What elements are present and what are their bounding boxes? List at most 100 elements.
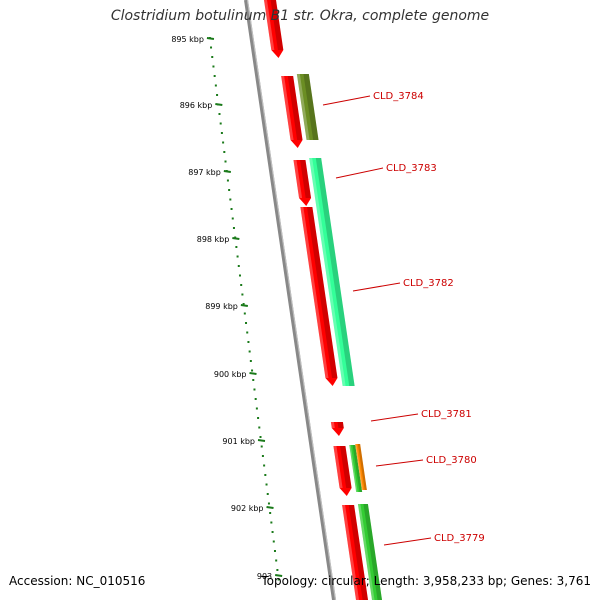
tick-label: 903	[257, 572, 272, 581]
tick-dot	[277, 578, 280, 581]
major-tick	[206, 37, 215, 40]
gene-label[interactable]: CLD_3784	[373, 91, 424, 102]
gene-feature-3780b-body	[355, 444, 367, 490]
topology-label: Topology: circular; Length: 3,958,233 bp…	[261, 574, 591, 588]
gene-leader-line	[370, 413, 419, 422]
tick-dot	[231, 217, 234, 220]
tick-dot	[272, 540, 275, 543]
gene-cds-3781-shade	[337, 422, 344, 428]
tick-dot	[261, 455, 264, 457]
tick-dot	[226, 179, 229, 182]
gene-label[interactable]: CLD_3780	[426, 455, 477, 466]
gene-label[interactable]: CLD_3781	[421, 409, 472, 420]
gene-cds-3782	[300, 207, 338, 386]
gene-label-layer: CLD_3784 CLD_3783 CLD_3782 CLD_3781 CLD_3780…	[322, 91, 485, 546]
tick-dot	[218, 113, 221, 115]
tick-dot	[254, 398, 257, 400]
accession-label: Accession: NC_010516	[9, 574, 146, 588]
tick-dot	[224, 160, 227, 163]
gene-label[interactable]: CLD_3782	[403, 278, 454, 289]
gene-label[interactable]: CLD_3783	[386, 163, 437, 174]
tick-dot	[210, 46, 213, 49]
gene-feature-3780-highlight	[349, 445, 358, 492]
gene-cds-top-shade	[270, 0, 284, 50]
gene-cds-3780-highlight	[333, 446, 343, 488]
tick-dot	[240, 284, 243, 286]
gene-cds-3782-highlight	[300, 207, 329, 378]
tick-dot	[245, 322, 248, 324]
gene-feature-3784-highlight	[296, 74, 310, 140]
gene-feature-3779-body	[357, 504, 383, 600]
tick-dot	[275, 559, 278, 562]
tick-label: 900 kbp	[214, 370, 247, 379]
tick-dot	[235, 246, 238, 248]
tick-dot	[270, 521, 273, 524]
tick-dot	[258, 426, 261, 429]
major-tick	[215, 103, 223, 106]
gene-cds-3779-highlight	[342, 505, 360, 600]
gene-cds-3780-body	[333, 446, 352, 496]
tick-dot	[251, 369, 254, 372]
backbone-line	[244, 0, 336, 601]
major-tick	[223, 170, 231, 173]
tick-dot	[265, 483, 268, 486]
tick-dot	[211, 56, 214, 58]
gene-cds-3781-body	[330, 422, 344, 436]
tick-dot	[271, 531, 274, 533]
gene-leader-line	[375, 459, 424, 467]
tick-label: 895 kbp	[171, 35, 204, 44]
tick-dot	[228, 189, 231, 191]
tick-dot	[222, 141, 225, 144]
gene-label[interactable]: CLD_3779	[434, 533, 485, 544]
gene-feature-3783	[309, 158, 355, 386]
tick-dot	[249, 360, 252, 362]
tick-dot	[247, 341, 250, 343]
gene-feature-3783-shade	[315, 158, 355, 386]
major-tick	[232, 237, 240, 240]
gene-feature-3779	[357, 504, 383, 600]
gene-feature-3780b-highlight	[355, 444, 364, 490]
gene-cds-3783a-highlight	[293, 160, 303, 198]
major-tick	[249, 372, 257, 375]
gene-feature-3780b-shade	[357, 444, 367, 490]
gene-cds-3784-body	[281, 76, 303, 148]
tick-dot	[212, 65, 215, 68]
tick-dot	[260, 445, 263, 448]
gene-leader-line	[352, 282, 401, 292]
gene-layer	[264, 0, 383, 600]
genome-title: Clostridium botulinum B1 str. Okra, comp…	[110, 8, 490, 24]
tick-layer: 895 kbp 896 kbp 897 kbp 898 kbp 899 kbp 900 k…	[171, 35, 283, 581]
gene-leader-line	[322, 95, 371, 106]
gene-feature-3780-body	[349, 445, 363, 492]
gene-leader-line	[335, 167, 384, 179]
tick-label: 901 kbp	[222, 437, 255, 446]
tick-dot	[223, 151, 226, 153]
tick-dot	[241, 293, 244, 296]
gene-cds-3782-shade	[306, 207, 338, 378]
gene-feature-3784	[296, 74, 319, 140]
gene-cds-top-highlight	[264, 0, 275, 50]
tick-label: 899 kbp	[205, 302, 238, 311]
tick-dot	[229, 198, 232, 201]
tick-dot	[232, 227, 235, 229]
backbone	[244, 0, 337, 601]
tick-dot	[213, 75, 216, 77]
tick-dot	[253, 388, 256, 391]
major-tick	[275, 574, 283, 577]
gene-cds-3779-body	[342, 505, 369, 600]
gene-feature-3779-shade	[363, 504, 383, 600]
tick-dot	[269, 512, 272, 514]
tick-dot	[273, 550, 276, 552]
tick-label: 897 kbp	[188, 168, 221, 177]
backbone-highlight	[246, 0, 337, 601]
tick-label: 902 kbp	[231, 504, 264, 513]
gene-cds-3781	[330, 422, 344, 436]
tick-dot	[266, 493, 269, 495]
gene-leader-line	[383, 537, 432, 546]
gene-feature-3779-highlight	[357, 504, 375, 600]
tick-dot	[267, 502, 270, 505]
tick-dot	[248, 350, 251, 353]
tick-dot	[264, 474, 267, 476]
